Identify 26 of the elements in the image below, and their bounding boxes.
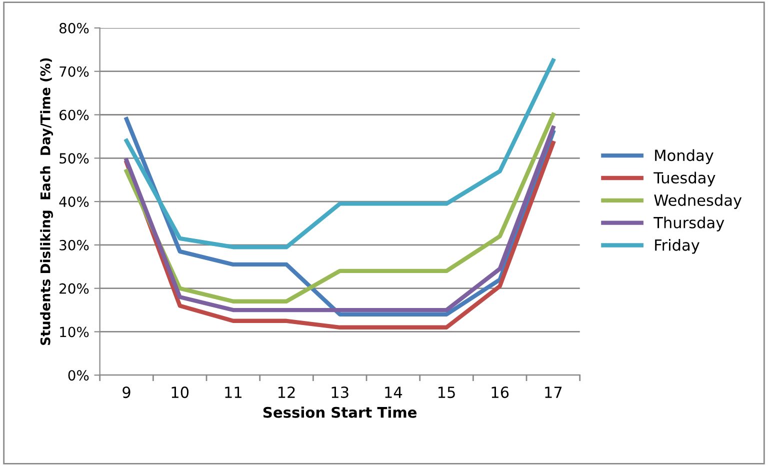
line-series xyxy=(124,58,556,250)
y-tick-label: 50% xyxy=(60,153,89,164)
x-tick-label: 13 xyxy=(332,386,348,398)
y-tick-label: 0% xyxy=(68,370,89,381)
legend-label: Wednesday xyxy=(654,194,742,209)
y-tick-label: 20% xyxy=(60,283,89,294)
legend-label: Tuesday xyxy=(654,172,716,187)
y-tick-label: 40% xyxy=(59,196,89,208)
legend-label: Thursday xyxy=(654,216,724,232)
x-tick-label: 14 xyxy=(385,386,402,398)
y-tick-label: 70% xyxy=(60,66,89,77)
y-tick-label: 80% xyxy=(59,22,89,34)
y-axis-title: Students Disliking Each Day/Time (%) xyxy=(40,58,53,345)
x-tick-label: 9 xyxy=(122,386,130,398)
x-tick-label: 15 xyxy=(438,386,455,398)
x-axis-title: Session Start Time xyxy=(263,406,417,418)
x-tick-label: 12 xyxy=(278,386,295,398)
x-tick-label: 10 xyxy=(172,386,189,398)
legend-label: Monday xyxy=(655,149,714,164)
legend-label: Friday xyxy=(655,239,700,254)
y-tick-label: 10% xyxy=(60,326,89,338)
y-tick-label: 30% xyxy=(60,240,89,250)
x-tick-label: 11 xyxy=(225,386,242,398)
x-tick-label: 16 xyxy=(492,386,509,398)
y-tick-label: 60% xyxy=(60,110,89,120)
x-tick-label: 17 xyxy=(545,386,562,398)
